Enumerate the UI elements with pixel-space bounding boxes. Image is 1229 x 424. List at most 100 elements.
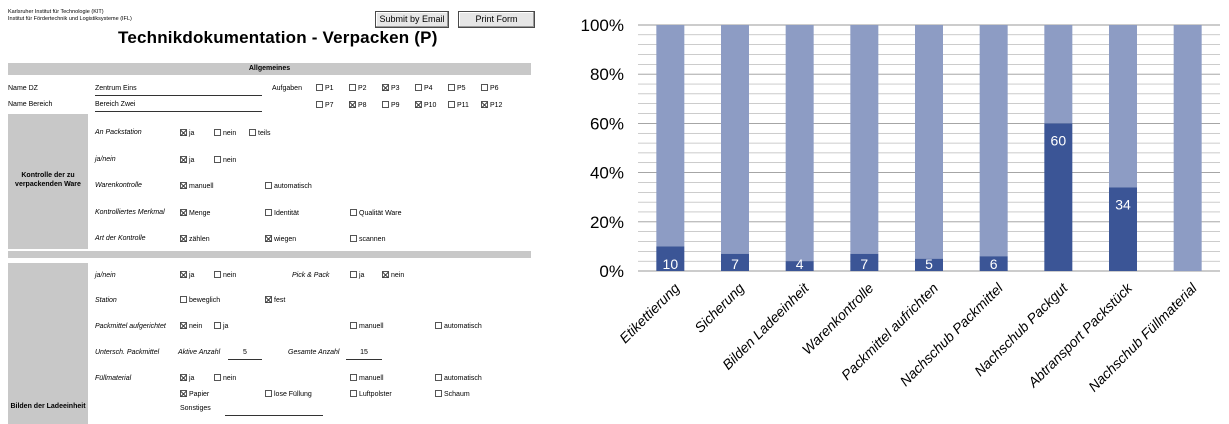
fuell_row2-lose-f-llung-checkbox[interactable] xyxy=(265,390,272,397)
janein-ja-option[interactable]: ja xyxy=(180,271,194,279)
submit-email-button[interactable]: Submit by Email xyxy=(375,11,449,28)
aufgabe-p6-option[interactable]: P6 xyxy=(481,84,499,92)
kontrolle-menge-option[interactable]: Menge xyxy=(180,208,210,217)
fuell_row1-automatisch-checkbox[interactable] xyxy=(435,374,442,381)
station-fest-option[interactable]: fest xyxy=(265,296,285,304)
fuell_row1-automatisch-option[interactable]: automatisch xyxy=(435,374,482,382)
aufgabe-p7-checkbox[interactable] xyxy=(316,101,323,108)
kontrolle-automatisch-checkbox[interactable] xyxy=(265,182,272,189)
station-fest-checkbox[interactable] xyxy=(265,296,272,303)
kontrolle-identit-t-checkbox[interactable] xyxy=(265,208,272,216)
fuell_row1-ja-checkbox[interactable] xyxy=(180,374,187,381)
name-bereich-field[interactable]: Bereich Zwei xyxy=(95,101,262,112)
packmittel-automatisch-checkbox[interactable] xyxy=(435,322,442,329)
packmittel-manuell-option[interactable]: manuell xyxy=(350,322,384,330)
packmittel-nein-option-label: nein xyxy=(189,323,203,330)
kontrolle-nein-option[interactable]: nein xyxy=(214,155,237,164)
kontrolle-nein-checkbox[interactable] xyxy=(214,129,221,136)
kontrolle-nein-checkbox[interactable] xyxy=(214,155,221,163)
pickpack-nein-option[interactable]: nein xyxy=(382,271,404,279)
gesamte-anzahl-label: Gesamte Anzahl xyxy=(288,349,340,356)
aufgabe-p9-option[interactable]: P9 xyxy=(382,101,400,109)
aufgabe-p5-checkbox[interactable] xyxy=(448,84,455,91)
packmittel-ja-option-label: ja xyxy=(223,323,229,330)
fuell_row1-manuell-option[interactable]: manuell xyxy=(350,374,384,382)
kontrolle-manuell-option[interactable]: manuell xyxy=(180,182,214,190)
aufgabe-p11-checkbox[interactable] xyxy=(448,101,455,108)
aufgabe-p9-checkbox[interactable] xyxy=(382,101,389,108)
fuell_row2-luftpolster-checkbox[interactable] xyxy=(350,390,357,397)
aufgabe-p8-option[interactable]: P8 xyxy=(349,101,367,109)
kontrolle-identit-t-option[interactable]: Identität xyxy=(265,208,299,217)
fuell_row2-papier-option[interactable]: Papier xyxy=(180,390,209,398)
pickpack-ja-checkbox[interactable] xyxy=(350,271,357,278)
name-dz-field[interactable]: Zentrum Eins xyxy=(95,85,262,96)
kontrolle-ja-option-label: ja xyxy=(189,156,195,164)
kontrolle-manuell-checkbox[interactable] xyxy=(180,182,187,189)
aufgabe-p3-checkbox[interactable] xyxy=(382,84,389,91)
fuell_row1-ja-option[interactable]: ja xyxy=(180,374,194,382)
kontrolle-automatisch-option[interactable]: automatisch xyxy=(265,182,312,190)
aufgabe-p12-checkbox[interactable] xyxy=(481,101,488,108)
kontrolle-ja-checkbox[interactable] xyxy=(180,129,187,136)
aufgabe-p7-option[interactable]: P7 xyxy=(316,101,334,109)
aufgabe-p4-option[interactable]: P4 xyxy=(415,84,433,92)
pickpack-ja-option[interactable]: ja xyxy=(350,271,364,279)
aufgabe-p12-option[interactable]: P12 xyxy=(481,101,502,109)
aufgabe-p1-option[interactable]: P1 xyxy=(316,84,334,92)
kontrolle-ja-option[interactable]: ja xyxy=(180,155,195,164)
kontrolle-menge-checkbox[interactable] xyxy=(180,208,187,216)
aufgabe-p11-option[interactable]: P11 xyxy=(448,101,469,109)
packmittel-automatisch-option[interactable]: automatisch xyxy=(435,322,482,330)
aufgabe-p2-checkbox[interactable] xyxy=(349,84,356,91)
kontrolle-z-hlen-option[interactable]: zählen xyxy=(180,235,210,243)
aufgabe-p10-checkbox[interactable] xyxy=(415,101,422,108)
aufgabe-p3-option[interactable]: P3 xyxy=(382,84,400,92)
packmittel-ja-option[interactable]: ja xyxy=(214,322,228,330)
janein-ja-checkbox[interactable] xyxy=(180,271,187,278)
fuell_row2-papier-checkbox[interactable] xyxy=(180,390,187,397)
aufgabe-p6-checkbox[interactable] xyxy=(481,84,488,91)
aufgabe-p1-checkbox[interactable] xyxy=(316,84,323,91)
bar-remainder xyxy=(656,25,685,247)
station-beweglich-option[interactable]: beweglich xyxy=(180,296,220,304)
station-beweglich-checkbox[interactable] xyxy=(180,296,187,303)
aufgabe-p10-option[interactable]: P10 xyxy=(415,101,436,109)
pickpack-nein-checkbox[interactable] xyxy=(382,271,389,278)
kontrolle-qualit-t-ware-checkbox[interactable] xyxy=(350,208,357,216)
sonstiges-field[interactable] xyxy=(225,405,323,416)
aufgabe-p5-option[interactable]: P5 xyxy=(448,84,466,92)
kontrolle-nein-option[interactable]: nein xyxy=(214,129,236,137)
allgemeines-title: Allgemeines xyxy=(248,65,291,72)
packmittel-nein-option[interactable]: nein xyxy=(180,322,202,330)
kontrolle-nein-option-label: nein xyxy=(223,156,237,164)
aufgabe-p2-option[interactable]: P2 xyxy=(349,84,367,92)
fuell_row2-luftpolster-option[interactable]: Luftpolster xyxy=(350,390,392,398)
kontrolle-qualit-t-ware-option[interactable]: Qualität Ware xyxy=(350,208,402,217)
kontrolle-teils-option[interactable]: teils xyxy=(249,129,270,137)
kontrolle-scannen-checkbox[interactable] xyxy=(350,235,357,242)
fuell_row2-schaum-option[interactable]: Schaum xyxy=(435,390,470,398)
fuell_row2-schaum-checkbox[interactable] xyxy=(435,390,442,397)
fuell_row1-nein-checkbox[interactable] xyxy=(214,374,221,381)
fuell_row1-nein-option[interactable]: nein xyxy=(214,374,236,382)
kontrolle-z-hlen-checkbox[interactable] xyxy=(180,235,187,242)
kontrolle-wiegen-option[interactable]: wiegen xyxy=(265,235,296,243)
gesamte-anzahl-field[interactable]: 15 xyxy=(346,349,382,360)
kontrolle-wiegen-checkbox[interactable] xyxy=(265,235,272,242)
aktive-anzahl-field[interactable]: 5 xyxy=(228,349,262,360)
kontrolle-ja-checkbox[interactable] xyxy=(180,155,187,163)
packmittel-ja-checkbox[interactable] xyxy=(214,322,221,329)
packmittel-manuell-checkbox[interactable] xyxy=(350,322,357,329)
fuell_row2-lose-f-llung-option[interactable]: lose Füllung xyxy=(265,390,312,398)
kontrolle-teils-checkbox[interactable] xyxy=(249,129,256,136)
aufgabe-p4-checkbox[interactable] xyxy=(415,84,422,91)
print-form-button[interactable]: Print Form xyxy=(458,11,535,28)
janein-nein-option[interactable]: nein xyxy=(214,271,236,279)
kontrolle-ja-option[interactable]: ja xyxy=(180,129,194,137)
kontrolle-scannen-option[interactable]: scannen xyxy=(350,235,385,243)
aufgabe-p8-checkbox[interactable] xyxy=(349,101,356,108)
packmittel-nein-checkbox[interactable] xyxy=(180,322,187,329)
fuell_row1-manuell-checkbox[interactable] xyxy=(350,374,357,381)
janein-nein-checkbox[interactable] xyxy=(214,271,221,278)
